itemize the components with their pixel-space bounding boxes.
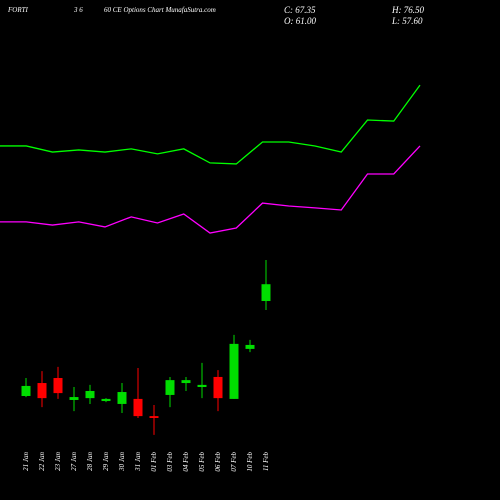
candle-body — [101, 398, 111, 402]
x-tick-label: 01 Feb — [150, 452, 158, 472]
x-tick-label: 22 Jan — [38, 452, 46, 471]
x-tick-label: 04 Feb — [182, 452, 190, 472]
x-tick-label: 30 Jan — [118, 452, 126, 472]
title-part: 3 6 — [73, 6, 83, 14]
candle-body — [229, 343, 239, 399]
x-tick-label: 11 Feb — [262, 452, 270, 472]
close-label: C: 67.35 — [284, 5, 316, 15]
candle-body — [197, 384, 207, 388]
title-part: 60 CE Options Chart MunafaSutra.com — [104, 6, 216, 14]
high-label: H: 76.50 — [391, 5, 424, 15]
candle-body — [181, 380, 191, 384]
x-tick-label: 07 Feb — [230, 452, 238, 472]
x-tick-label: 05 Feb — [198, 452, 206, 472]
candle-body — [37, 383, 47, 399]
x-tick-label: 10 Feb — [246, 452, 254, 472]
candle-body — [245, 344, 255, 349]
overlay-line — [0, 145, 421, 234]
open-label: O: 61.00 — [284, 16, 316, 26]
candle-body — [261, 284, 271, 302]
candle-body — [213, 376, 223, 399]
low-label: L: 57.60 — [391, 16, 423, 26]
x-tick-label: 03 Feb — [166, 452, 174, 472]
x-tick-label: 31 Jan — [134, 452, 142, 472]
x-tick-label: 23 Jan — [54, 452, 62, 471]
candle-body — [149, 416, 159, 418]
x-tick-label: 27 Jan — [70, 452, 78, 471]
candle-body — [117, 392, 127, 404]
overlay-line — [0, 84, 421, 165]
candle-body — [133, 398, 143, 417]
x-tick-label: 28 Jan — [86, 452, 94, 471]
x-tick-label: 21 Jan — [22, 452, 30, 471]
candle-body — [53, 378, 63, 394]
candle-body — [165, 380, 175, 395]
title-part: FORTI — [7, 6, 29, 14]
candle-body — [21, 385, 31, 397]
x-tick-label: 06 Feb — [214, 452, 222, 472]
x-tick-label: 29 Jan — [102, 452, 110, 471]
candle-body — [69, 397, 79, 400]
candle-body — [85, 390, 95, 399]
